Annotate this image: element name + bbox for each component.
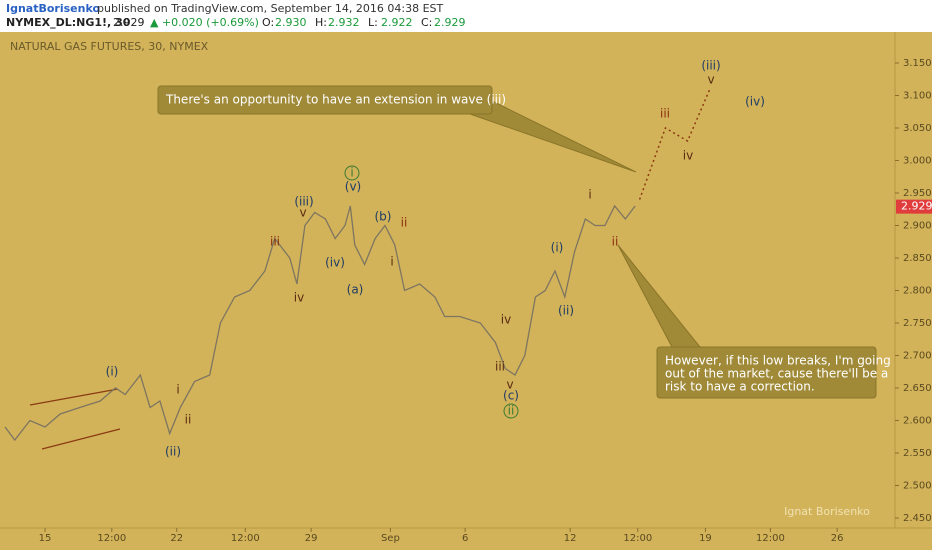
callout-box <box>157 85 493 115</box>
ohlc-label: H: <box>315 16 327 29</box>
author[interactable]: IgnatBorisenko <box>6 2 100 15</box>
wave-label: iv <box>294 291 304 305</box>
callout-text: There's an opportunity to have an extens… <box>165 93 506 107</box>
last: 2.929 <box>113 16 145 29</box>
x-tick-label: Sep <box>381 533 400 544</box>
y-tick-label: 2.850 <box>903 253 932 264</box>
y-tick-label: 2.700 <box>903 351 932 362</box>
ohlc-label: O: <box>262 16 274 29</box>
price-line <box>4 204 636 442</box>
y-tick-label: 2.600 <box>903 416 932 427</box>
ohlc-value: 2.932 <box>328 16 360 29</box>
y-tick-label: 2.450 <box>903 513 932 524</box>
wave-label: ii <box>185 413 192 427</box>
ohlc-value: 2.929 <box>434 16 466 29</box>
x-tick-label: 12:00 <box>623 533 652 544</box>
wave-label: (iv) <box>325 256 345 270</box>
wave-label: ii <box>612 235 619 249</box>
y-tick-label: 2.800 <box>903 286 932 297</box>
x-tick-label: 12:00 <box>756 533 785 544</box>
wave-label: (c) <box>503 389 519 403</box>
y-tick-label: 2.650 <box>903 383 932 394</box>
y-tick-label: 2.950 <box>903 188 932 199</box>
projection-line <box>638 88 711 200</box>
wave-label: i <box>390 255 393 269</box>
wave-label: (ii) <box>558 304 574 318</box>
wave-label: (ii) <box>165 445 181 459</box>
wave-label: (iv) <box>745 95 765 109</box>
symbol: NYMEX_DL:NG1!, 30 <box>6 16 131 29</box>
ohlc-value: 2.930 <box>275 16 307 29</box>
wave-label: ii <box>401 216 408 230</box>
wave-label: (b) <box>375 210 392 224</box>
y-tick-label: 2.900 <box>903 221 932 232</box>
callout-text: However, if this low breaks, I'm going <box>665 354 891 368</box>
callout-text: risk to have a correction. <box>665 380 815 394</box>
wave-label: ii <box>508 404 515 418</box>
wave-label: (a) <box>347 283 364 297</box>
chart-title: NATURAL GAS FUTURES, 30, NYMEX <box>10 40 209 53</box>
ohlc-value: 2.922 <box>381 16 413 29</box>
wave-label: v <box>707 73 714 87</box>
watermark: Ignat Borisenko <box>784 505 870 518</box>
wave-label: iii <box>660 107 670 121</box>
header-bg <box>0 0 932 32</box>
y-tick-label: 2.500 <box>903 481 932 492</box>
wave-label: iv <box>501 313 511 327</box>
wave-label: iii <box>270 235 280 249</box>
x-tick-label: 6 <box>462 533 468 544</box>
x-tick-label: 19 <box>699 533 712 544</box>
chart-bg <box>0 32 932 550</box>
wave-label: i <box>350 166 353 180</box>
last-price-label: 2.929 <box>901 200 932 213</box>
y-tick-label: 3.150 <box>903 58 932 69</box>
x-tick-label: 12 <box>564 533 577 544</box>
change: ▲ +0.020 (+0.69%) <box>150 16 259 29</box>
ohlc-label: L: <box>368 16 378 29</box>
wave-label: v <box>506 378 513 392</box>
x-tick-label: 22 <box>170 533 183 544</box>
last-price-tag <box>896 199 932 214</box>
callout-text: out of the market, cause there'll be a <box>665 367 888 381</box>
wave-label: (v) <box>345 180 361 194</box>
callout-box <box>656 346 877 399</box>
wave-label: i <box>588 188 591 202</box>
x-tick-label: 12:00 <box>97 533 126 544</box>
ohlc-label: C: <box>421 16 432 29</box>
y-tick-label: 2.550 <box>903 448 932 459</box>
wave-label: iii <box>495 360 505 374</box>
x-tick-label: 12:00 <box>231 533 260 544</box>
x-tick-label: 15 <box>39 533 52 544</box>
wave-circle <box>503 403 519 419</box>
y-tick-label: 2.750 <box>903 318 932 329</box>
y-tick-label: 3.000 <box>903 156 932 167</box>
y-tick-label: 3.100 <box>903 91 932 102</box>
x-tick-label: 26 <box>831 533 844 544</box>
wave-label: (iii) <box>294 195 313 209</box>
wave-label: v <box>299 206 306 220</box>
wave-circle <box>344 165 360 181</box>
wave-label: i <box>176 383 179 397</box>
wave-label: (i) <box>551 241 564 255</box>
published: published on TradingView.com, September … <box>97 2 444 15</box>
channel-line <box>29 388 119 406</box>
channel-line <box>41 428 121 450</box>
x-tick-label: 29 <box>305 533 318 544</box>
wave-label: iv <box>683 149 693 163</box>
wave-label: (i) <box>106 365 119 379</box>
wave-label: (iii) <box>701 59 720 73</box>
y-tick-label: 3.050 <box>903 123 932 134</box>
